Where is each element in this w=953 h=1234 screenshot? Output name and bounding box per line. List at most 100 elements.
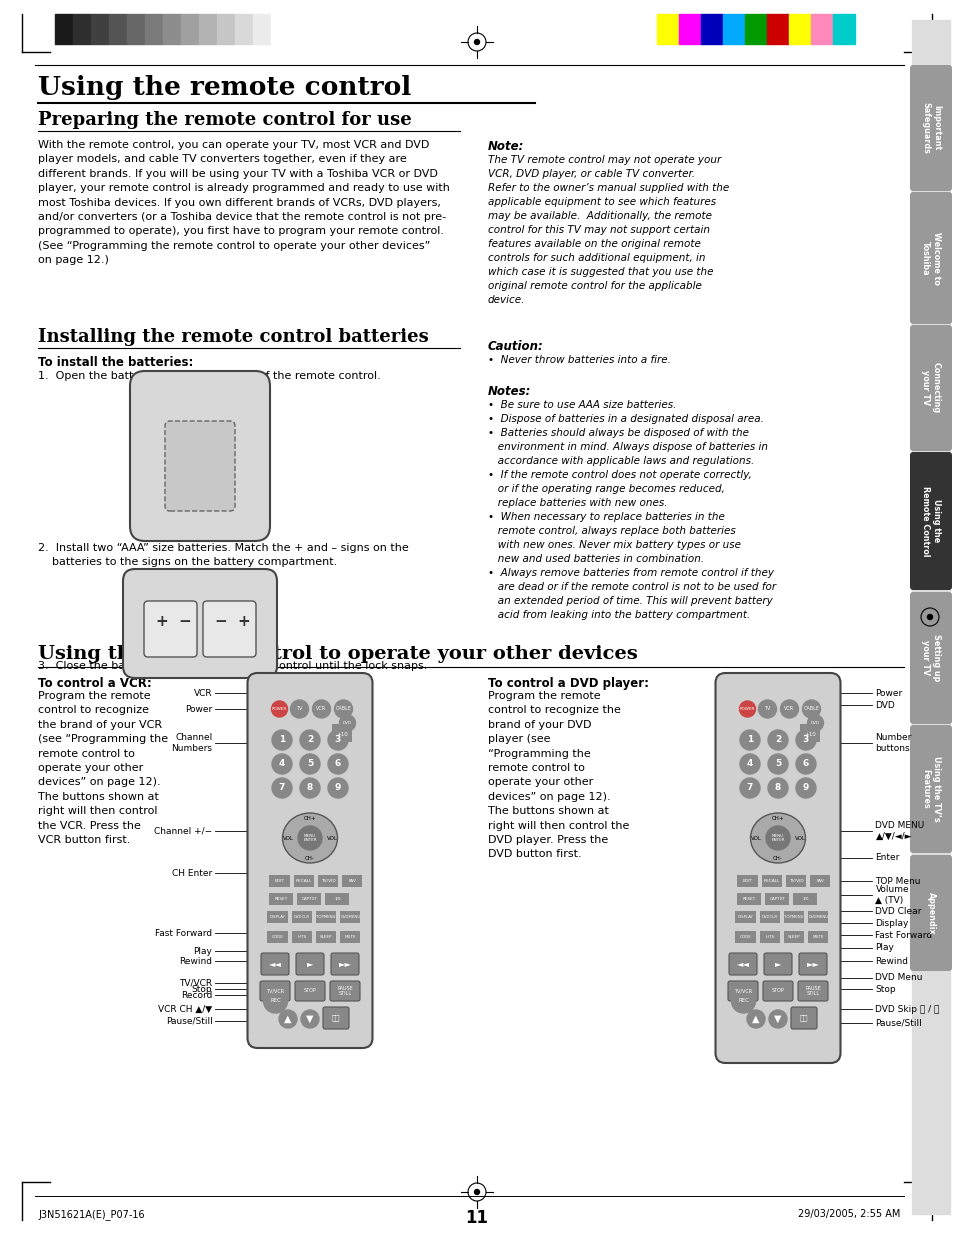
Bar: [700, 14, 722, 44]
Circle shape: [272, 731, 292, 750]
Text: ▼: ▼: [306, 1014, 314, 1024]
FancyBboxPatch shape: [123, 569, 276, 677]
Text: DVD: DVD: [810, 721, 820, 726]
FancyBboxPatch shape: [715, 673, 840, 1062]
Text: TV/VCR: TV/VCR: [266, 988, 284, 993]
Text: Power: Power: [185, 705, 213, 713]
Text: 8: 8: [307, 784, 313, 792]
Text: Channel +/−: Channel +/−: [154, 827, 213, 835]
Bar: [737, 875, 757, 887]
Circle shape: [767, 777, 787, 798]
Text: 11: 11: [465, 1209, 488, 1227]
Text: 9: 9: [802, 784, 808, 792]
Text: Using the
Remote Control: Using the Remote Control: [920, 486, 940, 557]
FancyBboxPatch shape: [331, 953, 358, 975]
Text: TV: TV: [296, 707, 302, 712]
Circle shape: [767, 731, 787, 750]
FancyBboxPatch shape: [762, 981, 792, 1001]
Text: ►: ►: [307, 960, 313, 969]
Text: DVD: DVD: [875, 701, 894, 710]
FancyBboxPatch shape: [144, 601, 196, 656]
Text: Rewind: Rewind: [875, 956, 907, 965]
FancyBboxPatch shape: [909, 193, 951, 325]
Bar: [737, 893, 760, 905]
Bar: [800, 724, 820, 742]
Text: DVD Clear: DVD Clear: [875, 907, 921, 916]
Text: ▲: ▲: [284, 1014, 292, 1024]
Text: CH-: CH-: [305, 855, 314, 860]
Text: 3.  Close the battery cover on the remote control until the lock snaps.: 3. Close the battery cover on the remote…: [38, 661, 427, 671]
Text: TOP Menu: TOP Menu: [875, 876, 920, 886]
Text: CABLE: CABLE: [802, 707, 819, 712]
Text: Using the remote control: Using the remote control: [38, 75, 411, 100]
Circle shape: [767, 754, 787, 774]
Text: CODE: CODE: [739, 935, 751, 939]
Text: To control a DVD player:: To control a DVD player:: [488, 677, 648, 690]
Bar: [760, 875, 781, 887]
FancyBboxPatch shape: [260, 981, 290, 1001]
FancyBboxPatch shape: [728, 953, 757, 975]
Circle shape: [299, 731, 319, 750]
FancyBboxPatch shape: [323, 1007, 349, 1029]
Bar: [783, 911, 803, 923]
Text: 1: 1: [746, 735, 752, 744]
Text: DVD MENU
▲/▼/◄/►: DVD MENU ▲/▼/◄/►: [875, 822, 923, 840]
Text: Fast Forward: Fast Forward: [155, 928, 213, 938]
Text: 1/0: 1/0: [801, 897, 808, 901]
Text: RECALL: RECALL: [295, 879, 312, 884]
FancyBboxPatch shape: [295, 953, 324, 975]
Bar: [340, 911, 360, 923]
Text: PAUSE
STILL: PAUSE STILL: [336, 986, 353, 996]
Bar: [759, 930, 780, 943]
Bar: [269, 875, 290, 887]
Text: Play: Play: [875, 944, 893, 953]
Bar: [807, 930, 827, 943]
Text: Notes:: Notes:: [488, 385, 531, 399]
Text: Important
Safeguards: Important Safeguards: [920, 102, 940, 154]
Text: 9: 9: [335, 784, 341, 792]
Text: CODE: CODE: [272, 935, 283, 939]
FancyBboxPatch shape: [247, 673, 372, 1048]
Bar: [764, 893, 789, 905]
Text: DVDMENU: DVDMENU: [807, 914, 827, 919]
Circle shape: [768, 1009, 786, 1028]
Bar: [297, 893, 321, 905]
Text: J3N51621A(E)_P07-16: J3N51621A(E)_P07-16: [38, 1209, 145, 1220]
Bar: [722, 14, 744, 44]
Circle shape: [278, 1009, 296, 1028]
Bar: [325, 893, 349, 905]
Circle shape: [272, 754, 292, 774]
Text: Number
buttons: Number buttons: [875, 733, 911, 753]
Text: Using the remote control to operate your other devices: Using the remote control to operate your…: [38, 645, 638, 663]
Text: CABLE: CABLE: [335, 707, 351, 712]
Text: DVD Menu: DVD Menu: [875, 974, 923, 982]
Text: MUTE: MUTE: [812, 935, 823, 939]
Bar: [342, 875, 362, 887]
Circle shape: [740, 754, 760, 774]
Circle shape: [795, 754, 815, 774]
Text: 2: 2: [774, 735, 781, 744]
Text: ►►: ►►: [805, 960, 819, 969]
Text: Using the TV’s
Features: Using the TV’s Features: [920, 756, 940, 822]
Text: 29/03/2005, 2:55 AM: 29/03/2005, 2:55 AM: [797, 1209, 899, 1219]
Text: CH+: CH+: [303, 816, 316, 821]
Text: CAPTXT: CAPTXT: [301, 897, 317, 901]
Text: DVDCLR: DVDCLR: [294, 914, 310, 919]
Text: CH-: CH-: [772, 855, 782, 860]
Text: 5: 5: [307, 759, 313, 769]
Text: ►►: ►►: [338, 960, 351, 969]
Circle shape: [758, 700, 776, 718]
Text: VOL: VOL: [794, 835, 804, 840]
Bar: [785, 875, 805, 887]
Text: TV/VCR: TV/VCR: [179, 979, 213, 987]
Text: 5: 5: [774, 759, 781, 769]
Text: HITS: HITS: [297, 935, 306, 939]
Text: −: −: [178, 613, 192, 628]
Bar: [145, 14, 163, 44]
Circle shape: [301, 1009, 318, 1028]
FancyBboxPatch shape: [909, 65, 951, 191]
Text: +: +: [237, 613, 250, 628]
Text: VOL: VOL: [282, 835, 294, 840]
Text: +: +: [155, 613, 168, 628]
Text: 7: 7: [278, 784, 285, 792]
